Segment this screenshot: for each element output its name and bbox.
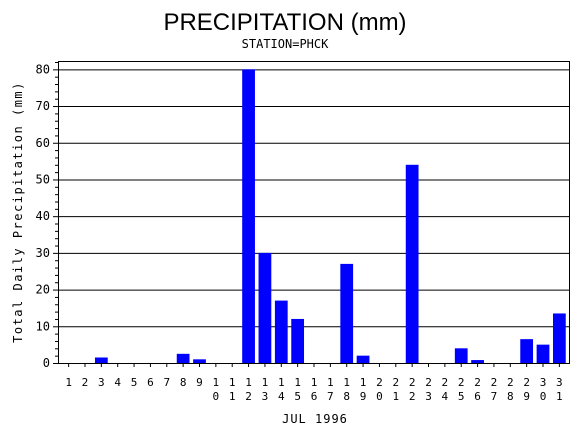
gridlines [58,69,570,328]
bar-day-30 [536,344,550,363]
bar-day-14 [274,300,288,363]
x-tick-label: 1 [65,376,72,389]
axes [53,61,570,367]
chart-subtitle: STATION=PHCK [242,37,329,51]
bar-day-15 [291,318,305,363]
bar-day-8 [176,353,190,363]
y-tick-label: 80 [36,62,50,76]
x-axis-label: JUL 1996 [282,412,348,426]
x-tick-label: 8 [180,376,187,389]
y-tick-label: 0 [43,356,50,370]
bar-day-18 [340,263,354,363]
x-tick-labels: 1 2 3 4 5 6 7 8 9 1 01 11 21 31 41 51 61 71 81 92 02 12 22 32 42… [65,376,562,403]
bar-day-13 [258,252,272,363]
y-tick-label: 30 [36,246,50,260]
x-tick-label: 9 [196,376,203,389]
y-tick-label: 60 [36,136,50,150]
x-tick-label: 2 [82,376,89,389]
y-tick-label: 50 [36,172,50,186]
x-tick-label: 3 [98,376,105,389]
chart-title: PRECIPITATION (mm) [163,9,406,36]
bar-day-29 [520,339,534,363]
x-tick-label: 5 [131,376,138,389]
y-tick-label: 10 [36,319,50,333]
x-tick-label: 4 [114,376,121,389]
x-tick-label: 7 [163,376,170,389]
bar-day-12 [242,69,255,363]
y-tick-label: 20 [36,283,50,297]
bar-day-26 [471,360,484,363]
bar-day-31 [552,313,566,363]
bar-day-3 [94,357,108,363]
bar-day-22 [405,164,419,363]
x-tick-label: 6 [147,376,154,389]
y-tick-label: 70 [36,99,50,113]
bar-day-9 [193,359,206,363]
bar-day-19 [356,355,370,363]
y-tick-label: 40 [36,209,50,223]
y-tick-labels: 0 10 20 30 40 50 60 70 80 [36,62,50,370]
y-axis-label: Total Daily Precipitation (mm) [11,81,25,343]
bars [94,69,566,363]
bar-day-25 [454,348,468,363]
